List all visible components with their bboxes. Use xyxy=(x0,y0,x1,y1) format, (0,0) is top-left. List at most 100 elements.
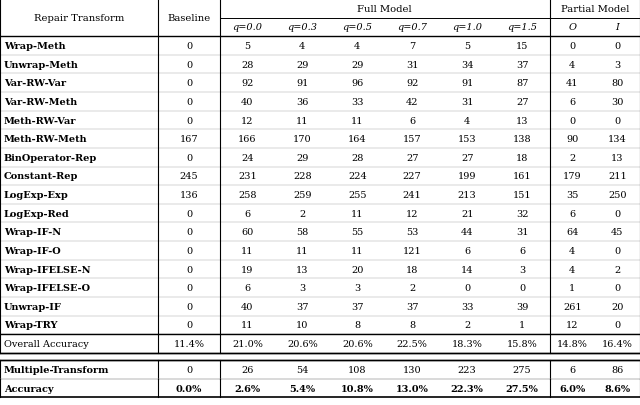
Text: 0: 0 xyxy=(186,321,192,330)
Text: Full Model: Full Model xyxy=(358,5,412,14)
Text: 92: 92 xyxy=(406,79,419,88)
Text: 37: 37 xyxy=(406,302,419,311)
Text: 27: 27 xyxy=(461,153,474,162)
Text: 255: 255 xyxy=(348,191,367,200)
Text: 13: 13 xyxy=(516,116,529,125)
Text: 37: 37 xyxy=(296,302,308,311)
Text: 28: 28 xyxy=(241,60,253,70)
Text: 31: 31 xyxy=(516,228,529,237)
Text: 3: 3 xyxy=(354,284,360,292)
Text: 0: 0 xyxy=(186,265,192,274)
Text: Var-RW-Var: Var-RW-Var xyxy=(4,79,66,88)
Text: 15: 15 xyxy=(516,42,529,51)
Text: 0.0%: 0.0% xyxy=(176,384,202,392)
Text: 224: 224 xyxy=(348,172,367,181)
Text: 6: 6 xyxy=(519,246,525,255)
Text: 96: 96 xyxy=(351,79,364,88)
Text: Unwrap-Meth: Unwrap-Meth xyxy=(4,60,79,70)
Text: Var-RW-Meth: Var-RW-Meth xyxy=(4,98,77,107)
Text: Wrap-IF-O: Wrap-IF-O xyxy=(4,246,60,255)
Text: Wrap-IFELSE-O: Wrap-IFELSE-O xyxy=(4,284,90,292)
Text: 13: 13 xyxy=(296,265,308,274)
Text: 0: 0 xyxy=(186,60,192,70)
Text: 55: 55 xyxy=(351,228,364,237)
Text: 29: 29 xyxy=(351,60,364,70)
Text: 87: 87 xyxy=(516,79,529,88)
Text: 6: 6 xyxy=(569,98,575,107)
Text: 138: 138 xyxy=(513,135,531,144)
Text: 6: 6 xyxy=(464,246,470,255)
Text: 20: 20 xyxy=(351,265,364,274)
Text: 20.6%: 20.6% xyxy=(287,339,317,348)
Text: 0: 0 xyxy=(614,209,620,218)
Text: 21: 21 xyxy=(461,209,474,218)
Text: 179: 179 xyxy=(563,172,582,181)
Text: 5.4%: 5.4% xyxy=(289,384,316,392)
Text: 5: 5 xyxy=(464,42,470,51)
Text: 14.8%: 14.8% xyxy=(557,339,588,348)
Text: Partial Model: Partial Model xyxy=(561,5,629,14)
Text: 0: 0 xyxy=(186,365,192,374)
Text: 16.4%: 16.4% xyxy=(602,339,633,348)
Text: 258: 258 xyxy=(238,191,257,200)
Text: q=1.5: q=1.5 xyxy=(507,23,537,32)
Text: 3: 3 xyxy=(299,284,305,292)
Text: 29: 29 xyxy=(296,153,308,162)
Text: 3: 3 xyxy=(519,265,525,274)
Text: 167: 167 xyxy=(180,135,198,144)
Text: 18.3%: 18.3% xyxy=(452,339,483,348)
Text: 34: 34 xyxy=(461,60,474,70)
Text: 2: 2 xyxy=(569,153,575,162)
Text: 13.0%: 13.0% xyxy=(396,384,429,392)
Text: 0: 0 xyxy=(186,116,192,125)
Text: 0: 0 xyxy=(186,246,192,255)
Text: 0: 0 xyxy=(614,116,620,125)
Text: 121: 121 xyxy=(403,246,422,255)
Text: 259: 259 xyxy=(293,191,312,200)
Text: 13: 13 xyxy=(611,153,623,162)
Text: 161: 161 xyxy=(513,172,531,181)
Text: 35: 35 xyxy=(566,191,579,200)
Text: 15.8%: 15.8% xyxy=(507,339,538,348)
Text: 0: 0 xyxy=(569,42,575,51)
Text: 40: 40 xyxy=(241,98,253,107)
Text: Wrap-IF-N: Wrap-IF-N xyxy=(4,228,61,237)
Text: 28: 28 xyxy=(351,153,364,162)
Text: 24: 24 xyxy=(241,153,253,162)
Text: 0: 0 xyxy=(464,284,470,292)
Text: 11: 11 xyxy=(296,116,308,125)
Text: 4: 4 xyxy=(299,42,305,51)
Text: 2: 2 xyxy=(299,209,305,218)
Text: 11.4%: 11.4% xyxy=(173,339,205,348)
Text: 22.3%: 22.3% xyxy=(451,384,484,392)
Text: 231: 231 xyxy=(238,172,257,181)
Text: 4: 4 xyxy=(569,60,575,70)
Text: 213: 213 xyxy=(458,191,477,200)
Text: 58: 58 xyxy=(296,228,308,237)
Text: 2.6%: 2.6% xyxy=(234,384,260,392)
Text: 199: 199 xyxy=(458,172,476,181)
Text: Baseline: Baseline xyxy=(168,14,211,23)
Text: 12: 12 xyxy=(241,116,253,125)
Text: 4: 4 xyxy=(464,116,470,125)
Text: 0: 0 xyxy=(614,321,620,330)
Text: Repair Transform: Repair Transform xyxy=(34,14,124,23)
Text: Overall Accuracy: Overall Accuracy xyxy=(4,339,88,348)
Text: 20: 20 xyxy=(611,302,623,311)
Text: 245: 245 xyxy=(180,172,198,181)
Text: 4: 4 xyxy=(569,246,575,255)
Text: 27.5%: 27.5% xyxy=(506,384,539,392)
Text: 0: 0 xyxy=(614,42,620,51)
Text: 27: 27 xyxy=(406,153,419,162)
Text: 0: 0 xyxy=(186,284,192,292)
Text: 6: 6 xyxy=(244,209,250,218)
Text: 14: 14 xyxy=(461,265,474,274)
Text: 6: 6 xyxy=(244,284,250,292)
Text: 91: 91 xyxy=(461,79,474,88)
Text: 45: 45 xyxy=(611,228,623,237)
Text: Accuracy: Accuracy xyxy=(4,384,53,392)
Text: 227: 227 xyxy=(403,172,422,181)
Text: 0: 0 xyxy=(614,284,620,292)
Text: q=0.3: q=0.3 xyxy=(287,23,317,32)
Text: q=1.0: q=1.0 xyxy=(452,23,482,32)
